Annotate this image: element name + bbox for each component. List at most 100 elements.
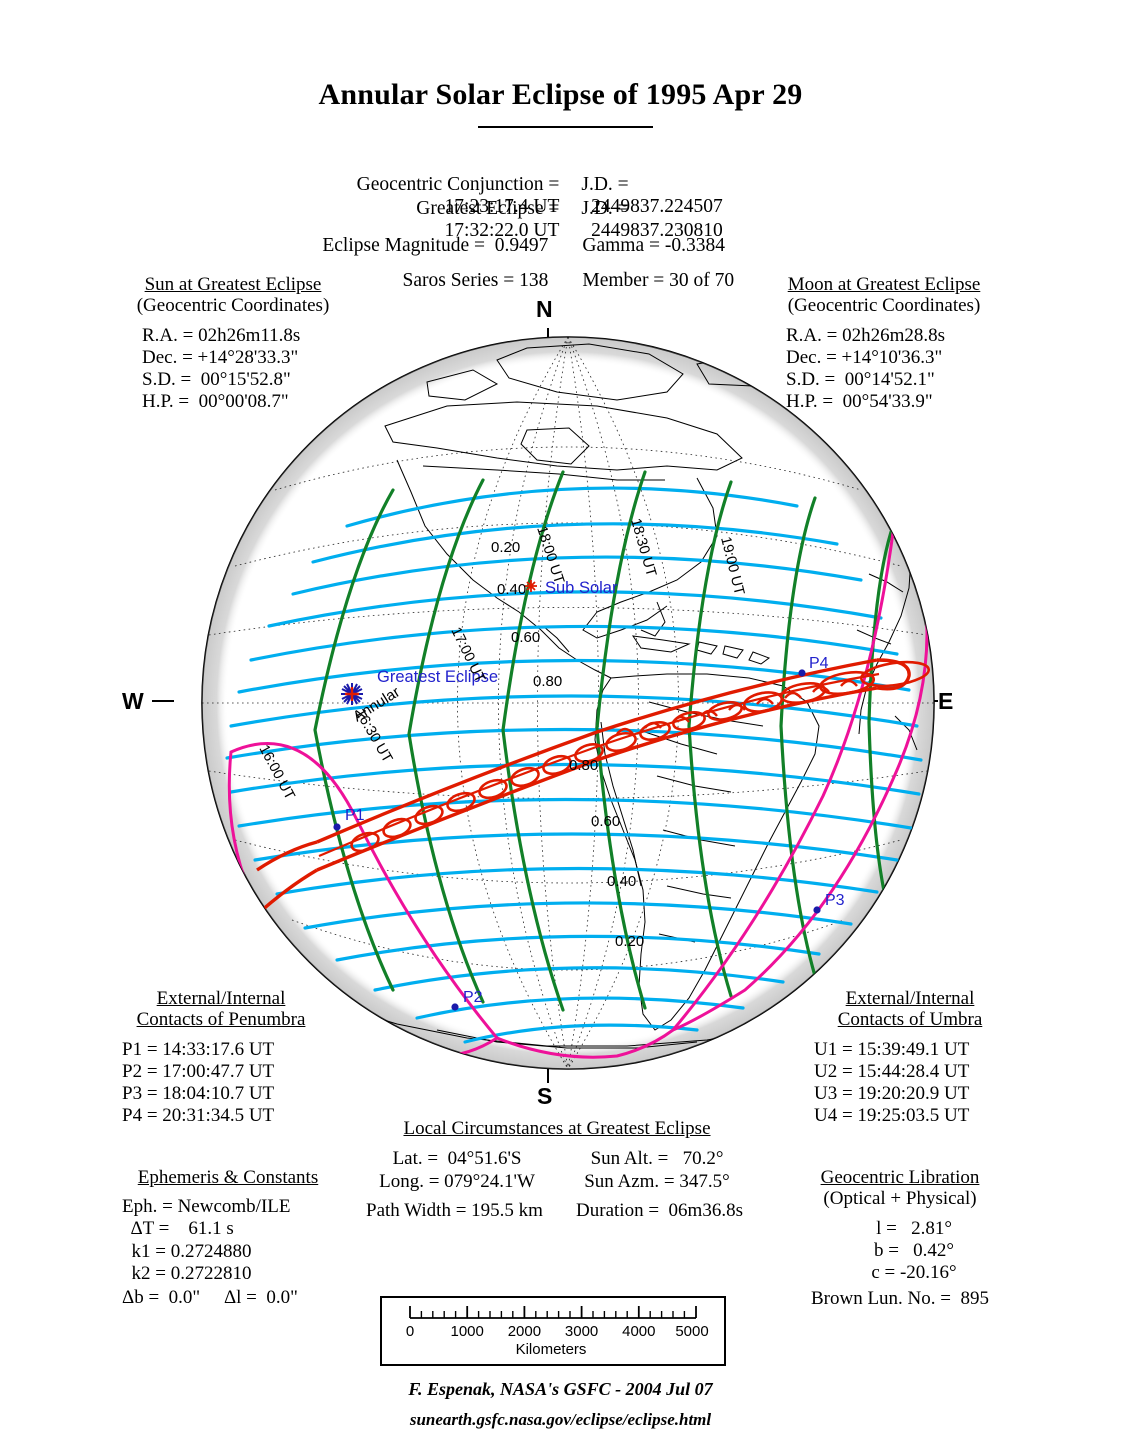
scale-tick-5000: 5000 (675, 1323, 708, 1340)
sun-at-greatest-eclipse-block: Sun at Greatest Eclipse (Geocentric Coor… (118, 274, 348, 413)
scale-tick-1000: 1000 (451, 1323, 484, 1340)
distance-scale-bar: 0 1000 2000 3000 4000 5000 Kilometers (380, 1296, 726, 1366)
scale-tick-0: 0 (406, 1323, 414, 1340)
contour-0-40-south (415, 996, 745, 1020)
sun-block-heading: Sun at Greatest Eclipse (144, 274, 322, 295)
path-limit-hatch (616, 679, 858, 735)
greatest-eclipse-line: Greatest Eclipse = 17:32:22.0 UT J.D. = 2… (0, 176, 1121, 242)
magnitude-label-0-60-north: 0.60 (511, 629, 540, 646)
ephemeris-source: Eph. = Newcomb/ILE (122, 1196, 291, 1218)
umbra-u1: U1 = 15:39:49.1 UT (814, 1038, 970, 1060)
penumbra-south-join (496, 1028, 674, 1059)
ephemeris-constants-block: Ephemeris & Constants Eph. = Newcomb/ILE… (112, 1167, 344, 1309)
local-sun-azimuth: Sun Azm. = 347.5° (584, 1171, 730, 1193)
eclipse-globe-map[interactable]: Sub Solar Greatest Eclipse Annular P1 P2… (197, 330, 939, 1076)
penumbra-p2: P2 = 17:00:47.7 UT (122, 1060, 275, 1082)
greatest-eclipse-value: 17:32:22.0 UT (444, 220, 560, 241)
source-url: sunearth.gsfc.nasa.gov/eclipse/eclipse.h… (409, 1410, 712, 1429)
ephemeris-deltas: Δb = 0.0" Δl = 0.0" (122, 1287, 298, 1309)
contour-0-60-north (225, 727, 923, 762)
local-duration: Duration = 06m36.8s (576, 1199, 743, 1221)
compass-south-tick (547, 1063, 549, 1083)
sun-sd: S.D. = 00°15'52.8" (142, 368, 291, 390)
compass-north-label: N (536, 296, 553, 322)
moon-ra: R.A. = 02h26m28.8s (786, 324, 946, 346)
author-credit: F. Espenak, NASA's GSFC - 2004 Jul 07 (408, 1379, 713, 1399)
brown-lunation-number: Brown Lun. No. = 895 (810, 1288, 989, 1310)
ut-line-1800 (595, 470, 647, 1010)
geocentric-conjunction-value: 17:23:17.4 UT (444, 196, 560, 217)
scale-minor-ticks (420, 1311, 686, 1318)
sun-dec: Dec. = +14°28'33.3" (142, 346, 299, 368)
contour-0-20-south (463, 1023, 699, 1044)
ut-line-1630 (407, 478, 485, 1004)
page-title: Annular Solar Eclipse of 1995 Apr 29 (318, 78, 803, 111)
saros-series: Saros Series = 138 (402, 270, 549, 291)
path-north-limit (316, 658, 878, 844)
title-divider (478, 126, 653, 128)
penumbra-p3: P3 = 18:04:10.7 UT (122, 1082, 275, 1104)
contact-points: P1 P2 P3 P4 (333, 655, 845, 1011)
path-extension-west-upper (256, 840, 318, 872)
sub-solar-label: Sub Solar (545, 579, 618, 597)
geocentric-conjunction-line: Geocentric Conjunction = 17:23:17.4 UT J.… (0, 152, 1121, 218)
compass-east-label: E (938, 688, 954, 714)
magnitude-label-0-80-north: 0.80 (533, 673, 562, 690)
local-sun-altitude: Sun Alt. = 70.2° (590, 1148, 724, 1170)
sub-solar-marker (525, 580, 537, 592)
libration-subheading: (Optical + Physical) (823, 1188, 977, 1210)
umbra-u3: U3 = 19:20:20.9 UT (814, 1082, 970, 1104)
magnitude-label-0-40-south: 0.40 (607, 873, 636, 890)
sun-block-subheading: (Geocentric Coordinates) (136, 295, 330, 317)
geocentric-libration-block: Geocentric Libration (Optical + Physical… (790, 1167, 1010, 1310)
saros-line: Saros Series = 138 Member = 30 of 70 (0, 248, 1121, 292)
magnitude-contour-labels: 0.20 0.40 0.60 0.80 0.80 0.60 0.40 0.20 (491, 539, 644, 950)
ut-line-1900 (779, 496, 817, 978)
ephemeris-heading: Ephemeris & Constants (137, 1167, 319, 1188)
magnitude-label-0-60-south: 0.60 (591, 813, 620, 830)
contact-point-p3-dot (813, 906, 821, 914)
contact-point-p2-dot (451, 1003, 459, 1011)
magnitude-label-0-80-south: 0.80 (569, 757, 598, 774)
contour-0-20-north (267, 590, 883, 628)
moon-at-greatest-eclipse-block: Moon at Greatest Eclipse (Geocentric Coo… (762, 274, 1006, 413)
contact-point-p1-label: P1 (345, 807, 365, 824)
libration-c: c = -20.16° (871, 1261, 957, 1283)
jd1-label: J.D. = (581, 174, 629, 195)
moon-block-subheading: (Geocentric Coordinates) (787, 295, 981, 317)
path-east-loop (876, 658, 911, 691)
greatest-eclipse-marker (341, 683, 363, 705)
saros-member: Member = 30 of 70 (582, 270, 735, 291)
umbra-heading-line2: Contacts of Umbra (837, 1009, 983, 1031)
libration-heading: Geocentric Libration (820, 1167, 980, 1188)
scale-ruler (409, 1306, 697, 1319)
penumbra-p1: P1 = 14:33:17.6 UT (122, 1038, 275, 1060)
geocentric-conjunction-label: Geocentric Conjunction = (356, 174, 560, 195)
moon-block-heading: Moon at Greatest Eclipse (787, 274, 981, 295)
local-circumstances-block: Local Circumstances at Greatest Eclipse … (352, 1118, 762, 1223)
penumbra-contacts-block: External/Internal Contacts of Penumbra P… (116, 988, 326, 1127)
penumbra-p4: P4 = 20:31:34.5 UT (122, 1105, 275, 1127)
moon-dec: Dec. = +14°10'36.3" (786, 346, 943, 368)
compass-south-label: S (537, 1083, 553, 1109)
graticule (202, 337, 934, 1069)
penumbra-heading-line1: External/Internal (156, 988, 286, 1009)
moon-hp: H.P. = 00°54'33.9" (786, 391, 933, 413)
contour-0-80-south (275, 866, 879, 896)
ephemeris-k2: k2 = 0.2722810 (122, 1262, 252, 1284)
scale-tick-4000: 4000 (622, 1323, 655, 1340)
eclipse-magnitude: Eclipse Magnitude = 0.9497 (322, 235, 549, 256)
sun-ra: R.A. = 02h26m11.8s (142, 324, 301, 346)
scale-tick-2000: 2000 (508, 1323, 541, 1340)
contour-0-40-north (237, 658, 911, 694)
local-longitude: Long. = 079°24.1'W (379, 1171, 535, 1193)
magnitude-label-0-20-north: 0.20 (491, 539, 520, 556)
umbra-contacts-block: External/Internal Contacts of Umbra U1 =… (812, 988, 1008, 1127)
magnitude-label-0-20-south: 0.20 (615, 933, 644, 950)
local-path-width: Path Width = 195.5 km (366, 1199, 543, 1221)
contact-point-p4-label: P4 (809, 655, 829, 672)
magnitude-label-0-40-north: 0.40 (497, 581, 526, 598)
contour-0-60-south (335, 934, 821, 962)
greatest-eclipse-label: Greatest Eclipse = (416, 198, 560, 219)
contour-north-edge (345, 486, 799, 528)
